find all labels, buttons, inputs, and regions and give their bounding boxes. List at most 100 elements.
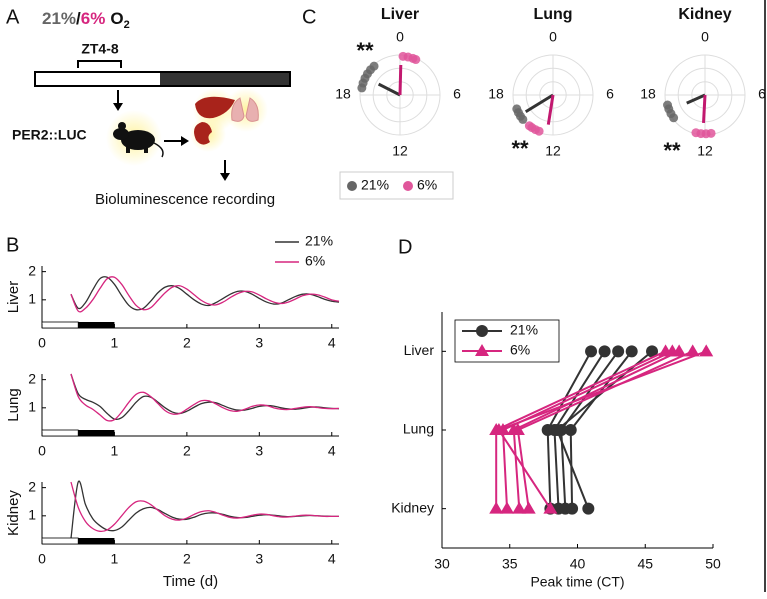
legend-label: 21% [305,233,333,249]
circle-marker [551,424,564,436]
panel-label: B [6,234,19,256]
arrow-head [113,103,123,111]
triangle-marker [699,344,714,357]
theta-tick-label: 0 [549,29,557,45]
polar-title: Liver [381,6,419,23]
title-part: O [110,9,123,28]
triangle-marker [543,501,558,514]
x-tick-label: 3 [255,335,263,351]
panel-label: D [398,236,412,258]
mean-vector [686,93,706,105]
theta-tick-label: 12 [545,143,561,159]
x-axis-label: Time (d) [163,573,218,590]
significance: ** [663,138,681,163]
panel-label: A [6,6,20,28]
theta-tick-label: 6 [606,86,614,102]
x-tick-label: 40 [570,556,586,572]
title-part: 6% [81,9,106,28]
x-tick-label: 2 [183,551,191,567]
theta-tick-label: 12 [392,143,408,159]
animal-line [512,350,680,509]
mean-vector [702,94,707,124]
theta-tick-label: 0 [701,29,709,45]
theta-tick-label: 12 [697,143,713,159]
legend-dot [403,181,413,191]
x-tick-label: 1 [111,443,119,459]
dark-phase [78,322,115,328]
x-tick-label: 0 [38,443,46,459]
triangle-marker [489,501,504,514]
arrow-head [181,136,189,146]
triangle-marker [672,344,687,357]
mouse-icon [113,122,164,158]
x-tick-label: 50 [705,556,721,572]
legend-label: 21% [510,322,538,338]
light-phase [41,537,79,545]
reporter-label: PER2::LUC [12,127,87,143]
polar-title: Lung [533,6,572,23]
trace [70,373,340,421]
triangle-marker [475,344,489,356]
x-tick-label: 4 [328,443,336,459]
theta-tick-label: 18 [640,86,656,102]
circle-marker [612,345,625,358]
triangle-marker [510,423,525,435]
phase-dot [524,121,534,131]
diagram-title: 21%/6% O2 [42,9,130,30]
circle-marker [598,345,611,358]
x-tick-label: 45 [637,556,653,572]
light-phase [41,429,79,437]
animal-line [497,350,707,510]
circle-marker [585,345,598,358]
legend-label: 6% [305,253,325,269]
y-axis-label: Kidney [5,490,22,536]
mean-vector [398,64,403,96]
phase-dot [663,100,673,110]
x-tick-label: 4 [328,551,336,567]
theta-tick-label: 18 [488,86,504,102]
mean-vector [377,82,401,97]
panel-label: C [302,6,316,28]
phase-dot [512,104,522,114]
phase-dot [411,55,421,65]
phase-dot [369,61,379,71]
dark-phase [78,430,115,436]
trace [70,373,340,422]
y-tick-label: Kidney [391,499,434,515]
y-axis-label: Liver [5,281,22,314]
y-tick-label: 2 [28,262,36,278]
theta-tick-label: 18 [335,86,351,102]
trace [70,276,340,311]
triangle-marker [500,501,515,514]
window-bracket [77,60,122,68]
x-tick-label: 30 [434,556,450,572]
x-tick-label: 1 [111,335,119,351]
x-tick-label: 2 [183,443,191,459]
significance: ** [511,136,529,161]
theta-tick-label: 0 [396,29,404,45]
window-label: ZT4-8 [81,41,119,57]
legend-label: 6% [510,342,530,358]
x-tick-label: 0 [38,551,46,567]
light-phase [41,321,79,329]
y-tick-label: 2 [28,478,36,494]
y-tick-label: Lung [403,421,434,437]
x-tick-label: 3 [255,443,263,459]
title-part: 2 [124,19,130,31]
mean-vector [546,94,555,125]
theta-tick-label: 6 [758,86,766,102]
legend-box [339,171,454,200]
y-tick-label: 1 [28,507,36,523]
significance: ** [356,38,374,63]
legend-box [454,319,560,363]
x-axis-label: Peak time (CT) [530,574,624,590]
triangle-marker [491,423,506,435]
y-tick-label: 1 [28,291,36,307]
circle-marker [476,325,488,337]
trace [70,481,339,533]
circle-marker [564,424,577,436]
phase-dot [691,128,701,138]
triangle-marker [512,501,527,514]
dark-phase [78,538,115,544]
x-tick-label: 1 [111,551,119,567]
